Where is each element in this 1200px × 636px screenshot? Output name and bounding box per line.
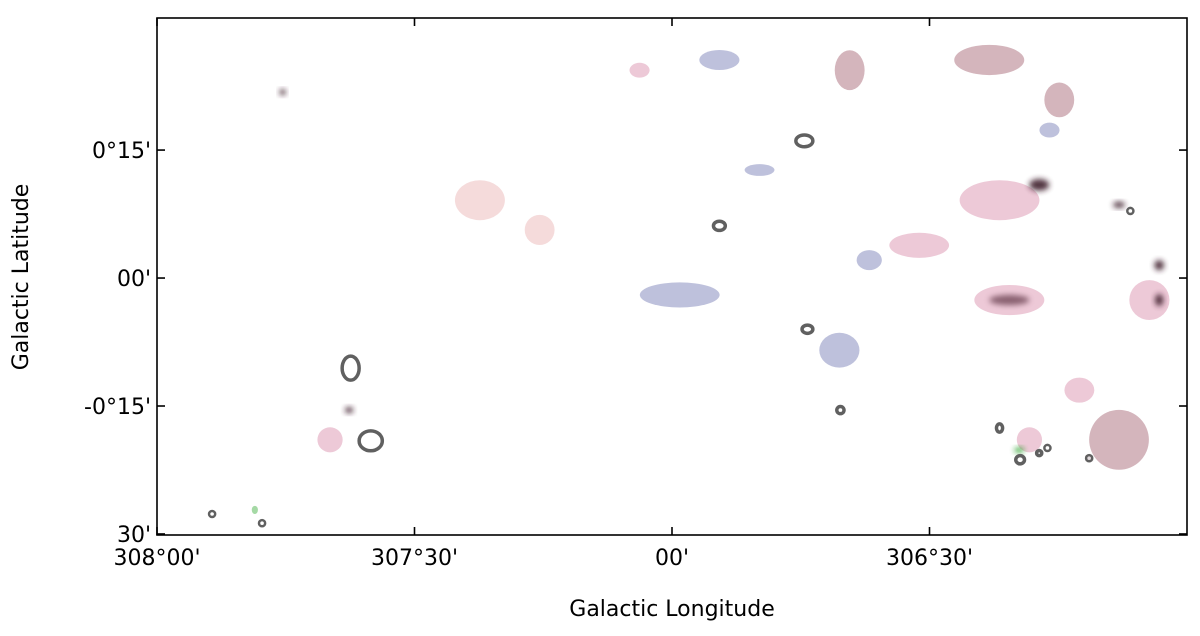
source-ellipse bbox=[1034, 448, 1044, 458]
emission-region-pink bbox=[889, 232, 950, 258]
emission-region-blue bbox=[819, 332, 860, 368]
source-ellipse bbox=[835, 404, 846, 416]
source-ellipse bbox=[1126, 206, 1135, 216]
emission-region-dark bbox=[279, 89, 286, 96]
x-tick-label: 308°00' bbox=[113, 546, 200, 571]
source-ellipse bbox=[1014, 453, 1027, 466]
emission-region-pink bbox=[317, 427, 343, 453]
y-tick-label: 0°15' bbox=[92, 139, 151, 164]
y-tick-label: 00' bbox=[117, 267, 151, 292]
emission-region-dark bbox=[344, 407, 354, 414]
emission-region-pink bbox=[629, 62, 650, 78]
emission-region-mauve bbox=[954, 44, 1025, 76]
source-ellipse bbox=[994, 422, 1005, 434]
emission-region-dark bbox=[1029, 178, 1050, 191]
emission-region-pink bbox=[1064, 377, 1095, 403]
emission-region-blue bbox=[856, 250, 882, 271]
x-tick-label: 307°30' bbox=[371, 546, 458, 571]
source-ellipse bbox=[207, 509, 217, 519]
emission-map bbox=[251, 44, 1170, 515]
source-ellipse bbox=[257, 518, 267, 528]
source-ellipse bbox=[800, 323, 815, 336]
source-ellipse bbox=[1043, 443, 1052, 453]
source-ellipse bbox=[1084, 453, 1094, 463]
x-axis-label: Galactic Longitude bbox=[569, 597, 774, 622]
emission-region-dark bbox=[1154, 260, 1165, 271]
emission-region-pink bbox=[1016, 427, 1043, 453]
x-axis: 308°00' 307°30' 00' 306°30' bbox=[113, 18, 973, 571]
emission-region-light bbox=[524, 214, 555, 246]
emission-region-pink bbox=[959, 180, 1040, 221]
source-ellipses bbox=[207, 133, 1135, 528]
emission-region-blue bbox=[639, 282, 720, 308]
emission-region-mauve bbox=[834, 50, 865, 91]
source-ellipse bbox=[357, 429, 385, 453]
y-tick-label: -0°15' bbox=[84, 395, 151, 420]
y-tick-label: 30' bbox=[117, 523, 151, 548]
emission-region-mauve bbox=[1044, 82, 1075, 118]
emission-region-blue bbox=[699, 49, 740, 70]
emission-region-blue bbox=[1039, 122, 1060, 138]
emission-region-lightgreen bbox=[251, 505, 258, 515]
x-tick-label: 00' bbox=[655, 546, 689, 571]
emission-region-mauve bbox=[1089, 409, 1149, 470]
emission-region-dark bbox=[1113, 201, 1125, 208]
emission-region-pink bbox=[1129, 280, 1170, 321]
emission-region-green bbox=[1014, 447, 1025, 453]
y-axis: 0°15' 00' -0°15' 30' bbox=[84, 139, 1187, 548]
emission-region-blue bbox=[744, 164, 775, 176]
x-tick-label: 306°30' bbox=[886, 546, 973, 571]
emission-region-dark bbox=[1155, 294, 1164, 306]
source-ellipse bbox=[711, 219, 728, 233]
plot-frame bbox=[156, 17, 1188, 536]
source-ellipse bbox=[794, 133, 815, 149]
y-axis-label: Galactic Latitude bbox=[9, 184, 34, 371]
emission-region-medium bbox=[989, 294, 1030, 306]
source-ellipse bbox=[340, 354, 361, 382]
emission-region-dark bbox=[1087, 456, 1092, 460]
emission-region-light bbox=[454, 180, 505, 221]
